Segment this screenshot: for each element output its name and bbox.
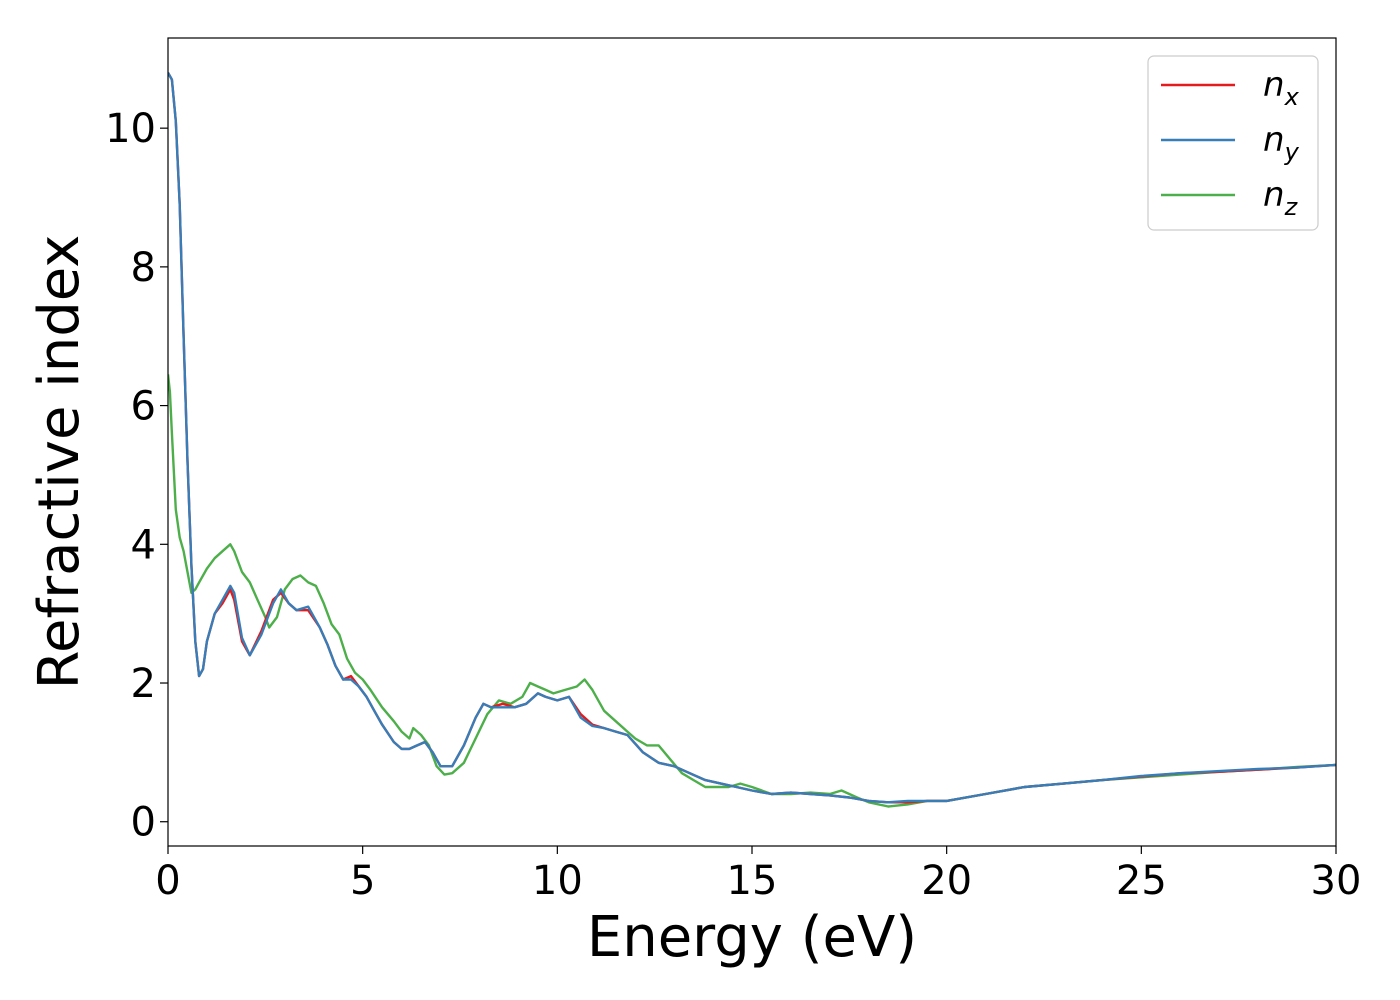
legend-label-n-y: ny <box>1263 120 1300 166</box>
x-tick-label: 10 <box>532 858 583 904</box>
y-axis-ticks: 0 2 4 6 8 10 <box>105 106 168 846</box>
x-tick-label: 15 <box>727 858 778 904</box>
y-axis-title: Refractive index <box>27 235 92 690</box>
y-tick-label: 8 <box>131 245 156 291</box>
series-layer <box>168 72 1336 808</box>
x-tick-label: 20 <box>921 858 972 904</box>
y-tick-label: 0 <box>131 800 156 846</box>
series-line-n-z <box>168 374 1336 808</box>
series-line-n-y <box>168 72 1336 804</box>
y-tick-label: 10 <box>105 106 156 152</box>
x-tick-label: 0 <box>155 858 180 904</box>
legend-label-main: n <box>1263 65 1285 105</box>
legend-label-subscript: x <box>1284 83 1300 111</box>
y-tick-label: 6 <box>131 384 156 430</box>
legend-label-n-z: nz <box>1263 175 1299 221</box>
x-tick-label: 30 <box>1311 858 1362 904</box>
legend-label-subscript: z <box>1284 193 1299 221</box>
x-axis-title: Energy (eV) <box>587 905 917 970</box>
legend-label-subscript: y <box>1284 138 1300 166</box>
x-axis-ticks: 0 5 10 15 20 25 30 <box>155 846 1361 904</box>
y-tick-label: 2 <box>131 661 156 707</box>
legend-label-main: n <box>1263 175 1285 215</box>
legend-label-main: n <box>1263 120 1285 160</box>
x-tick-label: 5 <box>350 858 375 904</box>
legend-label-n-x: nx <box>1263 65 1300 111</box>
x-tick-label: 25 <box>1116 858 1167 904</box>
y-tick-label: 4 <box>131 522 156 568</box>
legend-box <box>1147 55 1319 231</box>
